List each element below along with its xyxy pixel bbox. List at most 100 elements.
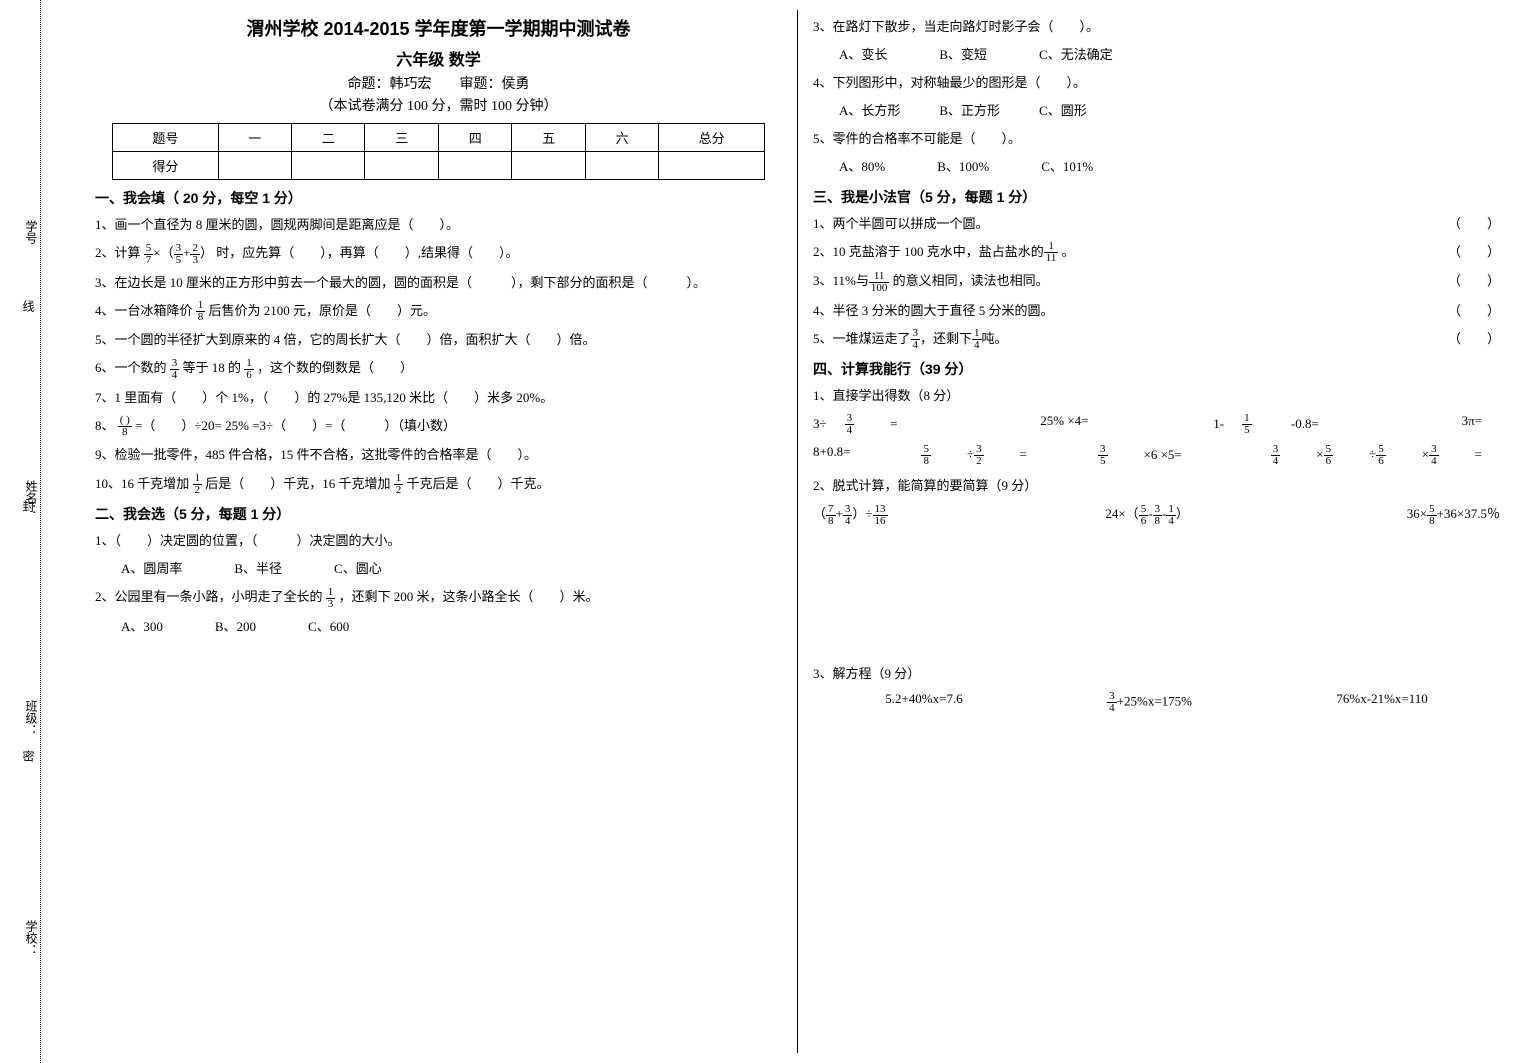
frac-1-6: 16 bbox=[244, 358, 254, 381]
expr-row: （78+34）÷1316 24×（56-38-14） 36×58+36×37.5… bbox=[813, 503, 1500, 527]
exam-note: （本试卷满分 100 分，需时 100 分钟） bbox=[95, 95, 782, 115]
score-h1: 一 bbox=[218, 124, 291, 152]
eq-3: 76%x-21%x=110 bbox=[1336, 691, 1427, 714]
binding-seal-feng: 封 bbox=[20, 500, 37, 512]
calc-8: 34×56÷56×34= bbox=[1271, 444, 1482, 467]
sec3-q1: 1、两个半圆可以拼成一个圆。 （ ） bbox=[813, 213, 1500, 235]
judge-paren: （ ） bbox=[1448, 300, 1500, 322]
binding-seal-xian: 线 bbox=[20, 300, 37, 312]
calc-6: 58÷32= bbox=[921, 444, 1026, 467]
calc-2: 25% ×4= bbox=[1040, 413, 1088, 436]
sec2-q4-opts: A、长方形 B、正方形 C、圆形 bbox=[813, 100, 1500, 122]
score-h5: 五 bbox=[512, 124, 585, 152]
judge-paren: （ ） bbox=[1448, 328, 1500, 352]
sec1-q8b: =（ ）÷20= 25% =3÷（ ）=（ ）（填小数） bbox=[135, 418, 456, 433]
score-table: 题号 一 二 三 四 五 六 总分 得分 bbox=[112, 123, 765, 180]
sec1-q6b: 等于 18 的 bbox=[183, 360, 242, 375]
sec1-q10a: 10、16 千克增加 bbox=[95, 476, 189, 491]
calc-row-2: 8+0.8= 58÷32= 35×6 ×5= 34×56÷56×34= bbox=[813, 444, 1500, 467]
calc-5: 8+0.8= bbox=[813, 444, 850, 467]
sec1-q10c: 千克后是（ ）千克。 bbox=[407, 476, 550, 491]
calc-row-1: 3÷34= 25% ×4= 1-15 -0.8= 3π= bbox=[813, 413, 1500, 436]
frac-5-7: 57 bbox=[144, 243, 154, 266]
sec1-q6: 6、一个数的 34 等于 18 的 16 ，这个数的倒数是（ ） bbox=[95, 357, 782, 381]
sec2-q3-opts: A、变长 B、变短 C、无法确定 bbox=[813, 44, 1500, 66]
frac-1-2a: 12 bbox=[193, 473, 203, 496]
sec2-q2a: 2、公园里有一条小路，小明走了全长的 bbox=[95, 589, 323, 604]
sec3-q2: 2、10 克盐溶于 100 克水中，盐占盐水的111 。 （ ） bbox=[813, 241, 1500, 265]
sec4-sub1: 1、直接学出得数（8 分） bbox=[813, 385, 1500, 407]
binding-label-school: 学校： bbox=[0, 920, 40, 956]
binding-dotted-line bbox=[40, 0, 41, 1063]
expr-2: 24×（56-38-14） bbox=[1105, 503, 1189, 527]
sec3-q5: 5、一堆煤运走了34，还剩下14吨。 （ ） bbox=[813, 328, 1500, 352]
score-h2: 二 bbox=[291, 124, 364, 152]
sec2-q1: 1、（ ）决定圆的位置，（ ）决定圆的大小。 bbox=[95, 530, 782, 552]
sec2-q2-opts: A、300 B、200 C、600 bbox=[95, 616, 782, 638]
sec1-heading: 一、我会填（ 20 分，每空 1 分） bbox=[95, 188, 782, 208]
sec3-q4-text: 4、半径 3 分米的圆大于直径 5 分米的圆。 bbox=[813, 300, 1054, 322]
sec1-q4a: 4、一台冰箱降价 bbox=[95, 303, 193, 318]
sec1-q10b: 后是（ ）千克，16 千克增加 bbox=[205, 476, 390, 491]
score-blank bbox=[218, 152, 291, 180]
calc-1: 3÷34= bbox=[813, 413, 915, 436]
judge-paren: （ ） bbox=[1448, 213, 1500, 235]
sec1-q2: 2、计算 57×（35+23） 时，应先算（ ），再算（ ）,结果得（ ）。 bbox=[95, 242, 782, 266]
sec1-q2b: 时，应先算（ ），再算（ ）,结果得（ ）。 bbox=[216, 245, 518, 260]
sec2-heading: 二、我会选（5 分，每题 1 分） bbox=[95, 504, 782, 524]
judge-paren: （ ） bbox=[1448, 270, 1500, 294]
sec1-q9: 9、检验一批零件，485 件合格，15 件不合格，这批零件的合格率是（ ）。 bbox=[95, 444, 782, 466]
calc-3: 1-15 -0.8= bbox=[1213, 413, 1337, 436]
sec3-q1-text: 1、两个半圆可以拼成一个圆。 bbox=[813, 213, 989, 235]
sec3-q4: 4、半径 3 分米的圆大于直径 5 分米的圆。 （ ） bbox=[813, 300, 1500, 322]
score-blank bbox=[291, 152, 364, 180]
sec1-q8: 8、 ( )8 =（ ）÷20= 25% =3÷（ ）=（ ）（填小数） bbox=[95, 415, 782, 439]
frac-paren-8: ( )8 bbox=[118, 415, 132, 438]
frac-1-11: 111 bbox=[1044, 241, 1059, 264]
frac-1-3: 13 bbox=[326, 587, 336, 610]
eq-row: 5.2+40%x=7.6 34+25%x=175% 76%x-21%x=110 bbox=[813, 691, 1500, 714]
sec3-heading: 三、我是小法官（5 分，每题 1 分） bbox=[813, 187, 1500, 207]
score-h7: 总分 bbox=[659, 124, 764, 152]
sec3-q2-text: 2、10 克盐溶于 100 克水中，盐占盐水的111 。 bbox=[813, 241, 1075, 265]
sec4-sub2: 2、脱式计算，能简算的要简算（9 分） bbox=[813, 475, 1500, 497]
right-column: 3、在路灯下散步，当走向路灯时影子会（ ）。 A、变长 B、变短 C、无法确定 … bbox=[798, 10, 1515, 1053]
expr-3: 36×58+36×37.5％ bbox=[1407, 503, 1500, 527]
frac-1-8: 18 bbox=[196, 300, 206, 323]
binding-label-class: 班级： bbox=[0, 700, 40, 736]
sec1-q8a: 8、 bbox=[95, 418, 115, 433]
sec1-q1: 1、画一个直径为 8 厘米的圆，圆规两脚间是距离应是（ ）。 bbox=[95, 214, 782, 236]
sec2-q2: 2、公园里有一条小路，小明走了全长的 13 ，还剩下 200 米，这条小路全长（… bbox=[95, 586, 782, 610]
score-blank bbox=[365, 152, 438, 180]
sec2-q2b: ，还剩下 200 米，这条小路全长（ ）米。 bbox=[339, 589, 599, 604]
sec1-q6a: 6、一个数的 bbox=[95, 360, 167, 375]
sec1-q4b: 后售价为 2100 元，原价是（ ）元。 bbox=[209, 303, 437, 318]
frac-11-100: 11100 bbox=[869, 271, 890, 294]
score-blank bbox=[512, 152, 585, 180]
calc-4: 3π= bbox=[1462, 413, 1482, 436]
eq-2: 34+25%x=175% bbox=[1107, 691, 1192, 714]
expr-1: （78+34）÷1316 bbox=[813, 503, 888, 527]
sec1-q2a: 2、计算 bbox=[95, 245, 141, 260]
sec1-q7: 7、1 里面有（ ）个 1%，（ ）的 27%是 135,120 米比（ ）米多… bbox=[95, 387, 782, 409]
score-h3: 三 bbox=[365, 124, 438, 152]
frac-3-4: 34 bbox=[170, 358, 180, 381]
sec2-q5: 5、零件的合格率不可能是（ ）。 bbox=[813, 128, 1500, 150]
judge-paren: （ ） bbox=[1448, 241, 1500, 265]
frac-3-4b: 34 bbox=[911, 328, 921, 351]
score-r2-0: 得分 bbox=[113, 152, 218, 180]
exam-title: 渭州学校 2014-2015 学年度第一学期期中测试卷 bbox=[95, 15, 782, 41]
score-blank bbox=[585, 152, 658, 180]
frac-1-2b: 12 bbox=[394, 473, 404, 496]
sec2-q1-opts: A、圆周率 B、半径 C、圆心 bbox=[95, 558, 782, 580]
sec1-q5: 5、一个圆的半径扩大到原来的 4 倍，它的周长扩大（ ）倍，面积扩大（ ）倍。 bbox=[95, 329, 782, 351]
eq-1: 5.2+40%x=7.6 bbox=[885, 691, 963, 714]
sec3-q3: 3、11%与11100 的意义相同，读法也相同。 （ ） bbox=[813, 270, 1500, 294]
score-blank bbox=[438, 152, 511, 180]
sec2-q3: 3、在路灯下散步，当走向路灯时影子会（ ）。 bbox=[813, 16, 1500, 38]
sec2-q5-opts: A、80% B、100% C、101% bbox=[813, 156, 1500, 178]
frac-2-3: 23 bbox=[190, 243, 200, 266]
frac-3-5: 35 bbox=[174, 243, 184, 266]
sec3-q3-text: 3、11%与11100 的意义相同，读法也相同。 bbox=[813, 270, 1049, 294]
sec3-q5-text: 5、一堆煤运走了34，还剩下14吨。 bbox=[813, 328, 1008, 352]
